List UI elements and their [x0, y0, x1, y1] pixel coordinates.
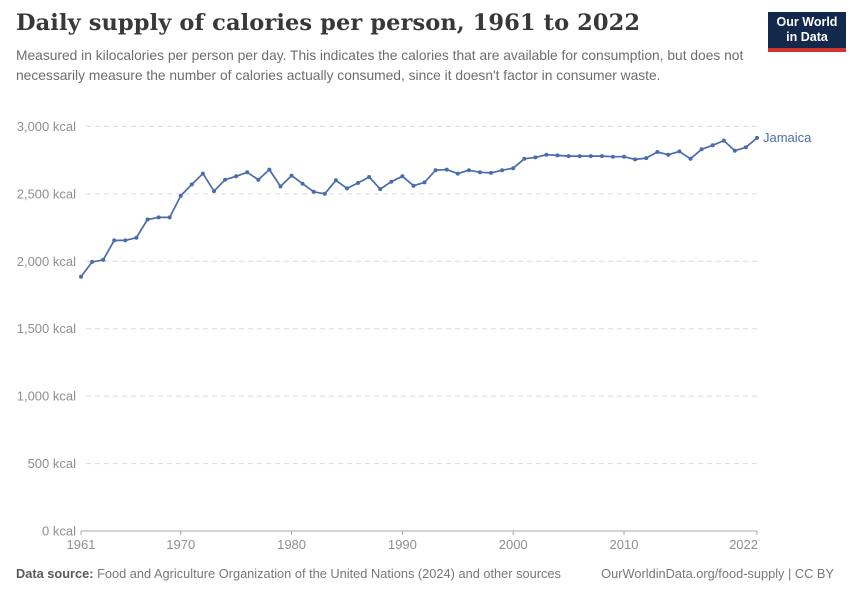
jamaica-line-series[interactable] [80, 137, 758, 278]
data-point-marker[interactable] [721, 138, 726, 143]
data-point-marker[interactable] [743, 145, 748, 150]
chart-footer: Data source: Food and Agriculture Organi… [16, 566, 834, 581]
data-point-marker[interactable] [189, 182, 194, 187]
data-point-marker[interactable] [90, 259, 95, 264]
data-point-marker[interactable] [400, 174, 405, 179]
data-point-marker[interactable] [666, 152, 671, 157]
data-point-marker[interactable] [411, 183, 416, 188]
data-point-marker[interactable] [123, 238, 128, 243]
license-link[interactable]: CC BY [794, 566, 834, 581]
data-point-marker[interactable] [677, 149, 682, 154]
data-point-marker[interactable] [622, 154, 626, 159]
data-point-marker[interactable] [79, 274, 83, 279]
x-axis-tick-label: 2010 [610, 537, 639, 552]
data-point-marker[interactable] [156, 215, 161, 220]
x-axis-tick-label: 1961 [67, 537, 96, 552]
y-axis-tick-label: 3,000 kcal [17, 119, 76, 134]
x-axis-tick-label: 1970 [166, 537, 195, 552]
data-point-marker[interactable] [710, 143, 715, 148]
data-point-marker[interactable] [322, 191, 327, 196]
credit-note: OurWorldinData.org/food-supply | CC BY [601, 566, 834, 581]
data-point-marker[interactable] [533, 155, 538, 160]
data-source-note: Data source: Food and Agriculture Organi… [16, 566, 561, 581]
data-point-marker[interactable] [633, 157, 638, 162]
data-point-marker[interactable] [699, 147, 704, 152]
data-point-marker[interactable] [577, 154, 582, 159]
y-axis-tick-label: 500 kcal [28, 456, 77, 471]
data-point-marker[interactable] [433, 168, 438, 173]
data-point-marker[interactable] [588, 154, 593, 159]
data-point-marker[interactable] [145, 217, 150, 222]
data-point-marker[interactable] [610, 154, 615, 159]
data-point-marker[interactable] [367, 175, 372, 179]
data-point-marker[interactable] [422, 180, 427, 185]
data-point-marker[interactable] [289, 173, 294, 178]
credit-separator: | [784, 566, 795, 581]
data-point-marker[interactable] [688, 156, 693, 161]
owid-logo-line2: in Data [786, 30, 828, 44]
data-point-marker[interactable] [356, 181, 360, 185]
x-axis-tick-label: 2022 [729, 537, 758, 552]
data-point-marker[interactable] [489, 170, 493, 175]
data-point-marker[interactable] [101, 257, 106, 262]
data-point-marker[interactable] [345, 186, 349, 191]
data-point-marker[interactable] [333, 178, 338, 183]
data-point-marker[interactable] [478, 170, 482, 175]
data-point-marker[interactable] [755, 135, 759, 140]
x-axis-tick-label: 1980 [277, 537, 306, 552]
data-point-marker[interactable] [566, 154, 571, 159]
data-point-marker[interactable] [599, 154, 604, 159]
data-point-marker[interactable] [245, 170, 250, 175]
y-axis-tick-label: 2,000 kcal [17, 254, 76, 269]
y-axis-tick-label: 1,500 kcal [17, 321, 76, 336]
chart-subtitle: Measured in kilocalories per person per … [16, 48, 744, 83]
data-point-marker[interactable] [178, 193, 183, 198]
data-point-marker[interactable] [455, 171, 460, 176]
y-axis-tick-label: 2,500 kcal [17, 186, 76, 201]
data-source-label: Data source: [16, 566, 94, 581]
data-point-marker[interactable] [134, 235, 139, 240]
data-point-marker[interactable] [555, 153, 560, 158]
data-point-marker[interactable] [444, 167, 449, 172]
data-point-marker[interactable] [212, 189, 216, 194]
owid-logo[interactable]: Our World in Data [768, 12, 846, 52]
data-point-marker[interactable] [223, 177, 228, 182]
data-point-marker[interactable] [256, 177, 261, 182]
data-point-marker[interactable] [511, 166, 516, 171]
data-point-marker[interactable] [389, 179, 394, 184]
data-point-marker[interactable] [112, 238, 117, 243]
data-point-marker[interactable] [655, 150, 660, 154]
x-axis-tick-label: 1990 [388, 537, 417, 552]
data-point-marker[interactable] [311, 189, 316, 194]
data-source-text: Food and Agriculture Organization of the… [93, 566, 561, 581]
owid-logo-line1: Our World [776, 14, 838, 29]
entity-label-jamaica[interactable]: Jamaica [763, 130, 812, 145]
y-axis-tick-label: 0 kcal [42, 524, 76, 539]
line-chart-svg[interactable]: 0 kcal 500 kcal 1,000 kcal 1,500 kcal 2,000 … [0, 112, 850, 558]
line-chart-canvas[interactable]: 0 kcal 500 kcal 1,000 kcal 1,500 kcal 2,000 … [0, 112, 850, 558]
data-point-marker[interactable] [278, 184, 283, 189]
owid-url-link[interactable]: OurWorldinData.org/food-supply [601, 566, 785, 581]
chart-header: Daily supply of calories per person, 196… [16, 10, 761, 85]
data-point-marker[interactable] [522, 156, 527, 161]
data-point-marker[interactable] [378, 187, 383, 192]
data-point-marker[interactable] [234, 174, 239, 179]
data-point-marker[interactable] [732, 148, 737, 153]
data-point-marker[interactable] [500, 168, 505, 173]
data-point-marker[interactable] [200, 171, 205, 176]
x-axis-tick-label: 2000 [499, 537, 528, 552]
y-axis-tick-label: 1,000 kcal [17, 389, 76, 404]
data-point-marker[interactable] [644, 156, 649, 161]
data-point-marker[interactable] [167, 215, 172, 220]
chart-title: Daily supply of calories per person, 196… [16, 10, 641, 36]
data-point-marker[interactable] [267, 167, 272, 172]
data-point-marker[interactable] [544, 152, 549, 157]
data-point-marker[interactable] [300, 181, 305, 186]
data-point-marker[interactable] [466, 168, 471, 173]
